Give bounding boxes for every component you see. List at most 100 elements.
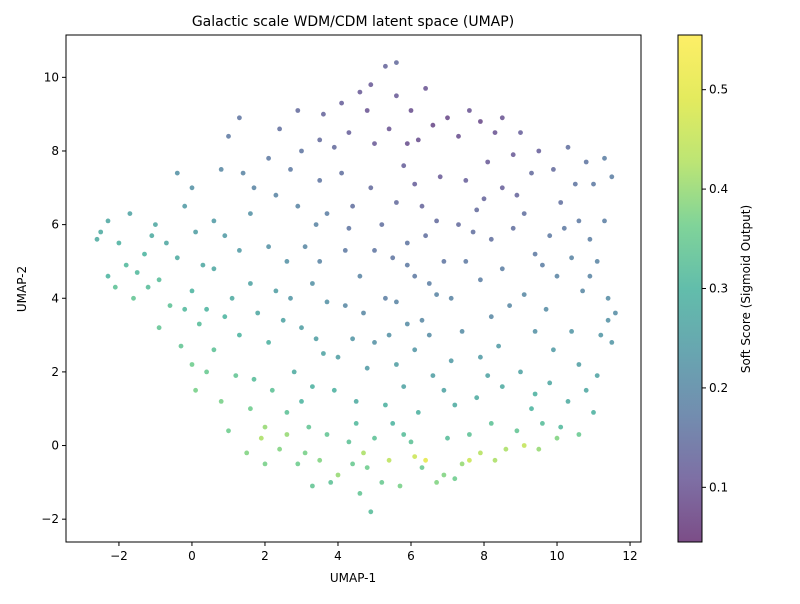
scatter-point <box>364 465 370 470</box>
scatter-point <box>419 317 425 323</box>
scatter-point <box>404 321 410 327</box>
scatter-point <box>467 432 472 437</box>
scatter-point <box>397 483 403 489</box>
colorbar-tick-label: 0.1 <box>709 480 728 494</box>
scatter-point <box>594 373 600 378</box>
scatter-point <box>288 295 293 301</box>
scatter-point <box>131 295 136 301</box>
scatter-point <box>273 288 279 294</box>
scatter-point <box>499 266 505 272</box>
scatter-point <box>394 60 399 65</box>
scatter-point <box>609 340 615 345</box>
scatter-point <box>390 421 396 426</box>
scatter-point <box>361 450 366 456</box>
scatter-point <box>350 203 355 209</box>
scatter-point <box>518 130 523 136</box>
scatter-point <box>488 236 494 242</box>
scatter-point <box>434 218 439 224</box>
scatter-point <box>441 259 447 264</box>
scatter-point <box>164 240 169 246</box>
scatter-point <box>339 100 344 106</box>
y-tick-label: 6 <box>51 218 59 232</box>
scatter-point <box>591 181 596 187</box>
scatter-point <box>310 384 315 389</box>
scatter-point <box>331 144 337 150</box>
scatter-point <box>394 93 399 99</box>
scatter-point <box>404 262 410 268</box>
scatter-point <box>394 362 399 367</box>
scatter-point <box>594 259 600 264</box>
scatter-point <box>310 281 315 286</box>
y-axis-label: UMAP-2 <box>15 266 29 312</box>
scatter-point <box>602 155 607 161</box>
scatter-point <box>116 240 122 246</box>
scatter-point <box>244 450 250 456</box>
scatter-point <box>299 325 304 331</box>
scatter-point <box>499 185 505 191</box>
scatter-point <box>558 200 564 205</box>
scatter-point <box>434 292 439 297</box>
scatter-point <box>167 303 173 308</box>
scatter-point <box>437 174 443 180</box>
scatter-point <box>353 399 359 404</box>
scatter-point <box>357 491 363 496</box>
x-tick-label: 2 <box>261 549 269 563</box>
scatter-point <box>386 332 392 338</box>
scatter-point <box>456 133 461 139</box>
scatter-point <box>145 284 151 290</box>
scatter-point <box>499 384 505 389</box>
scatter-point <box>350 461 355 467</box>
scatter-point <box>364 365 370 371</box>
scatter-point <box>587 273 593 279</box>
scatter-point <box>445 115 450 121</box>
scatter-point <box>174 255 180 261</box>
scatter-point <box>240 170 246 176</box>
scatter-point <box>94 236 100 242</box>
scatter-point <box>178 343 184 349</box>
scatter-point <box>576 218 582 224</box>
scatter-point <box>529 170 534 176</box>
scatter-point <box>248 211 253 217</box>
scatter-point <box>551 347 556 353</box>
scatter-point <box>284 410 290 415</box>
scatter-point <box>335 472 341 478</box>
scatter-point <box>156 277 162 283</box>
scatter-point <box>394 200 399 205</box>
scatter-point <box>317 457 323 463</box>
x-axis-ticks: −2 0 2 4 6 8 10 12 <box>110 542 638 563</box>
colorbar-label: Soft Score (Sigmoid Output) <box>739 205 753 373</box>
scatter-point <box>412 181 418 187</box>
scatter-point <box>532 329 538 334</box>
x-axis-label: UMAP-1 <box>330 571 376 585</box>
scatter-point <box>408 108 414 113</box>
points-layer <box>94 60 618 515</box>
scatter-point <box>609 174 615 180</box>
colorbar-tick-label: 0.2 <box>709 381 728 395</box>
scatter-point <box>353 421 359 426</box>
scatter-point <box>105 273 111 279</box>
scatter-point <box>576 432 582 437</box>
scatter-point <box>401 432 407 437</box>
scatter-point <box>342 248 348 253</box>
y-tick-label: 10 <box>44 70 59 84</box>
scatter-point <box>346 439 352 445</box>
scatter-point <box>324 299 330 305</box>
scatter-point <box>237 115 242 121</box>
scatter-point <box>321 351 326 356</box>
scatter-point <box>266 244 271 250</box>
scatter-point <box>488 421 494 426</box>
scatter-point <box>591 410 596 415</box>
scatter-point <box>415 137 421 143</box>
scatter-point <box>496 343 501 349</box>
scatter-point <box>510 152 516 158</box>
scatter-point <box>558 424 564 430</box>
scatter-point <box>368 185 374 191</box>
scatter-point <box>317 137 323 143</box>
scatter-point <box>357 273 363 279</box>
scatter-point <box>415 410 421 415</box>
scatter-point <box>357 89 363 95</box>
scatter-point <box>313 336 319 342</box>
scatter-point <box>134 270 140 275</box>
